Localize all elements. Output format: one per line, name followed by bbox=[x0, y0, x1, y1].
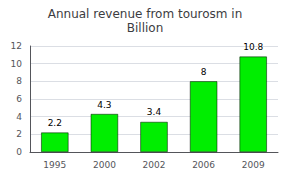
svg-text:4: 4 bbox=[16, 112, 22, 122]
svg-text:2006: 2006 bbox=[192, 160, 215, 170]
svg-text:Annual revenue from tourosm in: Annual revenue from tourosm in bbox=[48, 7, 243, 21]
svg-text:3.4: 3.4 bbox=[147, 107, 162, 117]
svg-text:2: 2 bbox=[16, 129, 22, 139]
svg-text:2.2: 2.2 bbox=[48, 118, 62, 128]
svg-text:8: 8 bbox=[201, 67, 207, 77]
svg-text:2009: 2009 bbox=[242, 160, 265, 170]
svg-text:2000: 2000 bbox=[93, 160, 116, 170]
svg-text:2002: 2002 bbox=[143, 160, 166, 170]
svg-text:10: 10 bbox=[11, 59, 23, 69]
svg-text:12: 12 bbox=[11, 41, 22, 51]
svg-text:0: 0 bbox=[16, 147, 22, 157]
svg-text:8: 8 bbox=[16, 76, 22, 86]
svg-text:6: 6 bbox=[16, 94, 22, 104]
svg-text:Billion: Billion bbox=[127, 21, 164, 35]
svg-text:1995: 1995 bbox=[43, 160, 66, 170]
svg-text:10.8: 10.8 bbox=[243, 42, 263, 52]
svg-text:4.3: 4.3 bbox=[97, 100, 111, 110]
